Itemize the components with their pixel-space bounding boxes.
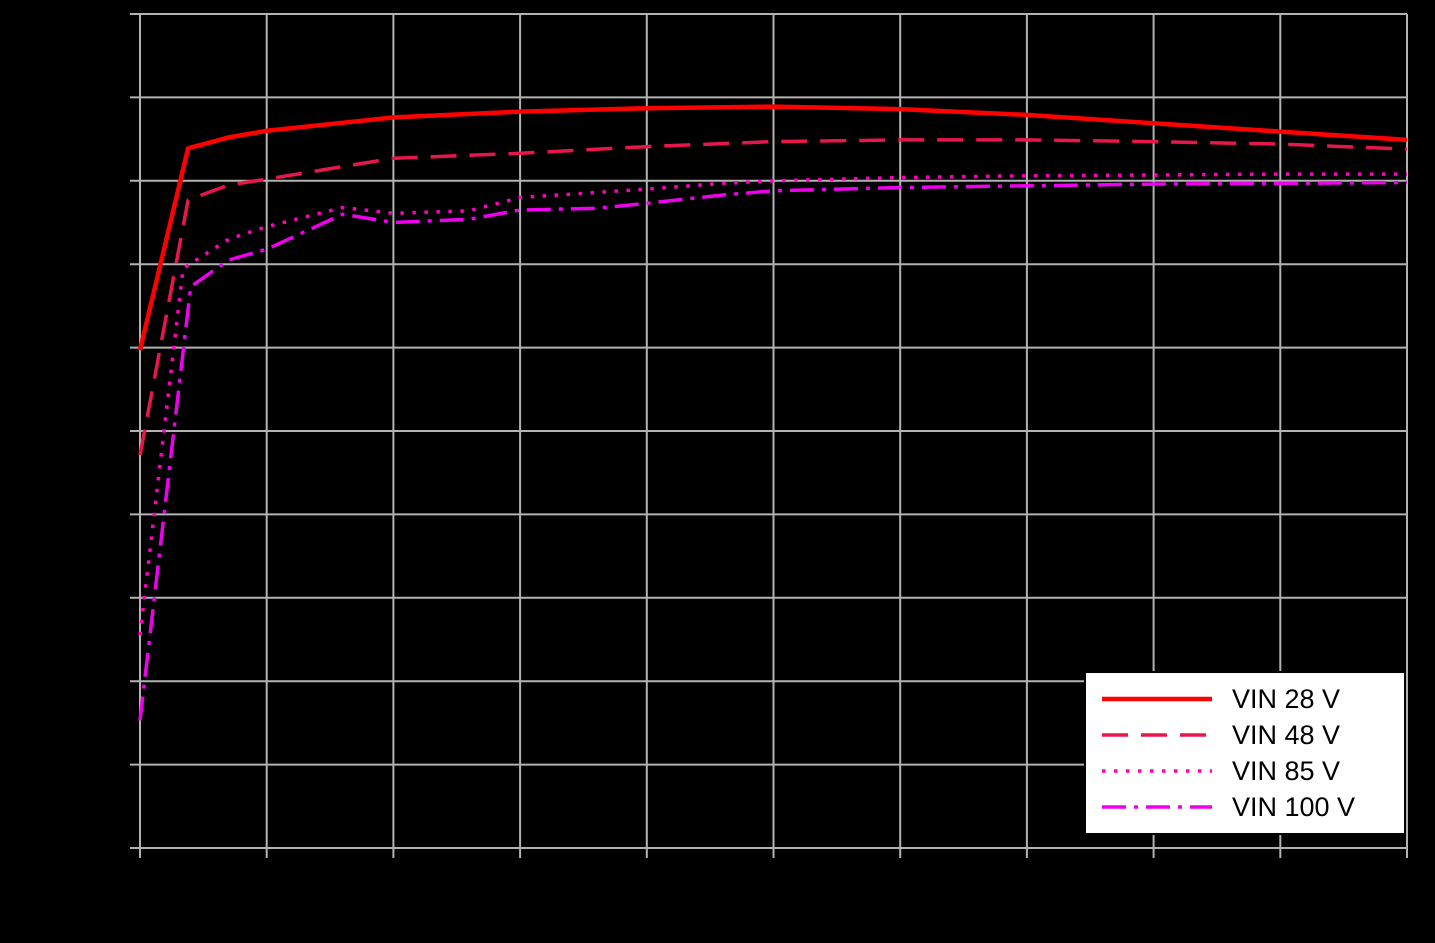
legend-line-sample-vin-85 [1102, 769, 1212, 773]
legend-label: VIN 100 V [1232, 791, 1356, 822]
legend-label: VIN 85 V [1232, 755, 1341, 786]
legend-line-sample-vin-100 [1102, 805, 1212, 809]
legend: VIN 28 V VIN 48 V VIN 85 V VIN 100 V [1084, 671, 1406, 835]
legend-item: VIN 48 V [1098, 717, 1394, 753]
legend-item: VIN 85 V [1098, 753, 1394, 789]
legend-item: VIN 100 V [1098, 789, 1394, 825]
legend-label: VIN 48 V [1232, 719, 1341, 750]
legend-item: VIN 28 V [1098, 681, 1394, 717]
legend-label: VIN 28 V [1232, 683, 1341, 714]
legend-line-sample-vin-28 [1102, 696, 1212, 702]
legend-line-sample-vin-48 [1102, 733, 1212, 737]
